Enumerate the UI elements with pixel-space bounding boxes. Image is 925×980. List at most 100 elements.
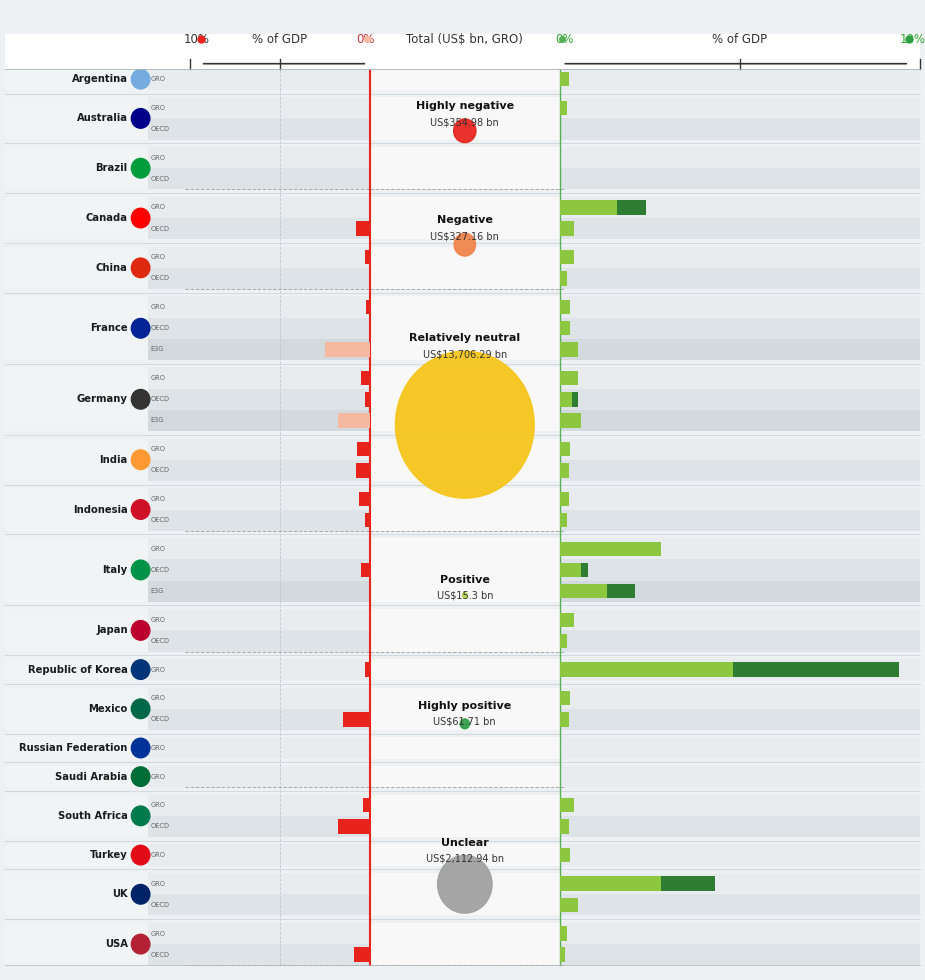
Bar <box>370 510 560 531</box>
Bar <box>5 737 148 759</box>
Bar <box>5 268 148 289</box>
Bar <box>560 766 920 787</box>
Bar <box>148 510 190 531</box>
Text: Total (US$ bn, GRO): Total (US$ bn, GRO) <box>406 33 524 46</box>
Bar <box>190 410 370 431</box>
Bar <box>370 169 560 189</box>
Bar <box>560 580 920 602</box>
Circle shape <box>460 719 470 729</box>
Text: Indonesia: Indonesia <box>73 505 128 514</box>
Circle shape <box>131 70 150 89</box>
Bar <box>325 342 370 357</box>
Bar <box>190 318 370 339</box>
Circle shape <box>131 806 150 825</box>
Bar <box>560 662 733 677</box>
Bar <box>370 97 560 119</box>
Bar <box>5 709 148 730</box>
Bar <box>5 197 148 218</box>
Bar <box>560 268 920 289</box>
Circle shape <box>131 500 150 519</box>
Text: Italy: Italy <box>103 564 128 575</box>
Bar <box>560 218 920 239</box>
Bar <box>148 873 190 895</box>
Text: OECD: OECD <box>151 952 170 957</box>
Bar <box>338 414 370 427</box>
Text: Highly positive: Highly positive <box>418 701 512 711</box>
Circle shape <box>131 389 150 409</box>
Bar <box>190 389 370 410</box>
Bar <box>560 926 567 941</box>
Bar <box>148 197 190 218</box>
Bar <box>148 389 190 410</box>
Bar <box>370 659 560 680</box>
Bar <box>190 944 370 965</box>
Text: OECD: OECD <box>151 175 170 182</box>
Bar <box>560 72 569 86</box>
Bar <box>370 873 560 895</box>
Bar <box>148 795 190 815</box>
Text: GRO: GRO <box>151 105 166 111</box>
Text: 10%: 10% <box>900 33 925 46</box>
Bar <box>5 438 148 460</box>
Text: Negative: Negative <box>437 216 493 225</box>
Bar <box>5 69 148 90</box>
Bar <box>560 297 920 318</box>
Bar <box>190 630 370 652</box>
Bar <box>148 923 190 944</box>
Bar <box>190 218 370 239</box>
Text: OECD: OECD <box>151 902 170 907</box>
Bar <box>560 584 607 599</box>
Bar <box>560 612 574 627</box>
Text: South Africa: South Africa <box>57 810 128 821</box>
Bar <box>370 69 560 90</box>
Bar <box>5 766 148 787</box>
Bar <box>560 634 567 648</box>
Text: Japan: Japan <box>96 625 128 635</box>
Bar <box>560 389 920 410</box>
Bar <box>5 339 148 360</box>
Circle shape <box>395 351 535 498</box>
Bar <box>560 368 920 389</box>
Bar <box>370 488 560 510</box>
Bar <box>370 737 560 759</box>
Bar <box>660 876 715 891</box>
Text: US$61.71 bn: US$61.71 bn <box>434 717 496 727</box>
Bar <box>5 460 148 481</box>
Bar <box>148 766 190 787</box>
Bar <box>370 410 560 431</box>
Text: US$15.3 bn: US$15.3 bn <box>437 591 493 601</box>
Bar <box>560 488 920 510</box>
Bar <box>148 659 190 680</box>
Bar <box>560 542 660 556</box>
Text: GRO: GRO <box>151 881 166 887</box>
Bar <box>560 271 567 286</box>
Text: Positive: Positive <box>440 575 489 585</box>
Bar <box>148 218 190 239</box>
Bar <box>560 510 920 531</box>
Bar <box>148 119 190 139</box>
Text: GRO: GRO <box>151 496 166 502</box>
Bar <box>148 339 190 360</box>
Bar <box>370 247 560 268</box>
Circle shape <box>438 856 492 913</box>
Bar <box>5 659 148 680</box>
Text: GRO: GRO <box>151 446 166 452</box>
Bar <box>370 218 560 239</box>
Bar <box>148 560 190 580</box>
Bar <box>5 630 148 652</box>
Bar <box>190 119 370 139</box>
Circle shape <box>131 699 150 718</box>
Bar <box>560 538 920 560</box>
Text: Unclear: Unclear <box>441 838 488 848</box>
Bar <box>190 795 370 815</box>
Bar <box>148 895 190 915</box>
Bar <box>190 709 370 730</box>
Bar <box>148 97 190 119</box>
Bar <box>148 737 190 759</box>
Bar <box>5 538 148 560</box>
Circle shape <box>131 934 150 954</box>
Bar <box>370 688 560 709</box>
Bar <box>148 845 190 865</box>
Bar <box>370 560 560 580</box>
Bar <box>560 815 920 837</box>
